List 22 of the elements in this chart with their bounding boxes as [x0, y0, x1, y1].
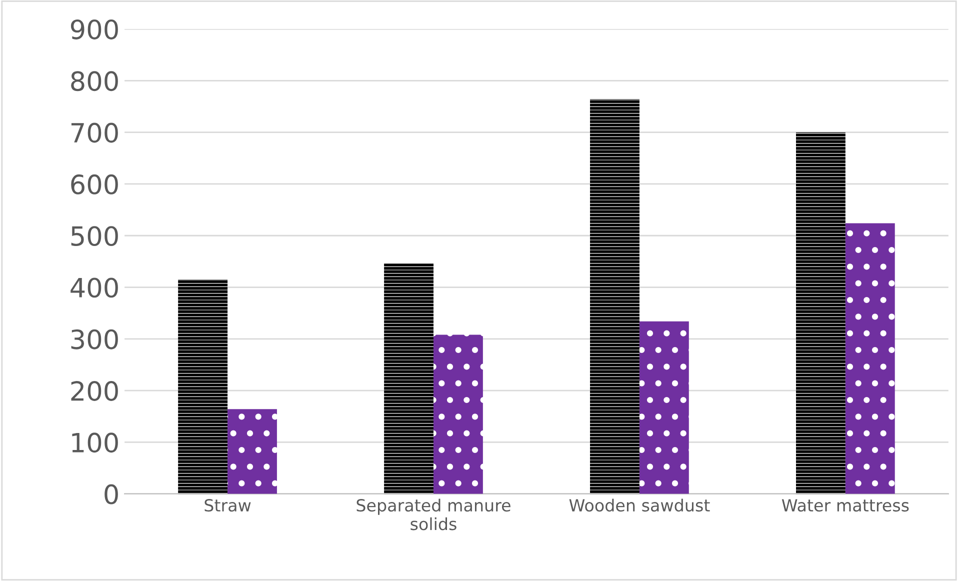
y-tick-label: 700: [71, 122, 118, 143]
y-tick-label: 0: [104, 484, 118, 504]
bar: [433, 334, 483, 494]
bar: [384, 264, 434, 494]
y-tick-label: 500: [71, 226, 118, 246]
x-tick-label: Separated manure solids: [356, 498, 510, 530]
y-tick-label: 200: [71, 381, 118, 401]
y-tick-label: 800: [71, 71, 118, 92]
bar: [178, 280, 228, 494]
x-tick-label: Wooden sawdust: [569, 498, 710, 512]
bar: [845, 223, 895, 494]
bar: [639, 321, 689, 494]
y-tick-label: 300: [71, 329, 118, 350]
y-tick-label: 900: [70, 19, 118, 40]
y-tick-label: 400: [70, 278, 118, 298]
bar: [228, 409, 277, 494]
y-tick-label: 600: [71, 174, 118, 194]
x-tick-label: Water mattress: [782, 499, 909, 512]
bar: [590, 99, 640, 494]
x-tick-label: Straw: [204, 499, 251, 512]
bar: [796, 132, 846, 494]
y-tick-label: 100: [72, 432, 118, 453]
